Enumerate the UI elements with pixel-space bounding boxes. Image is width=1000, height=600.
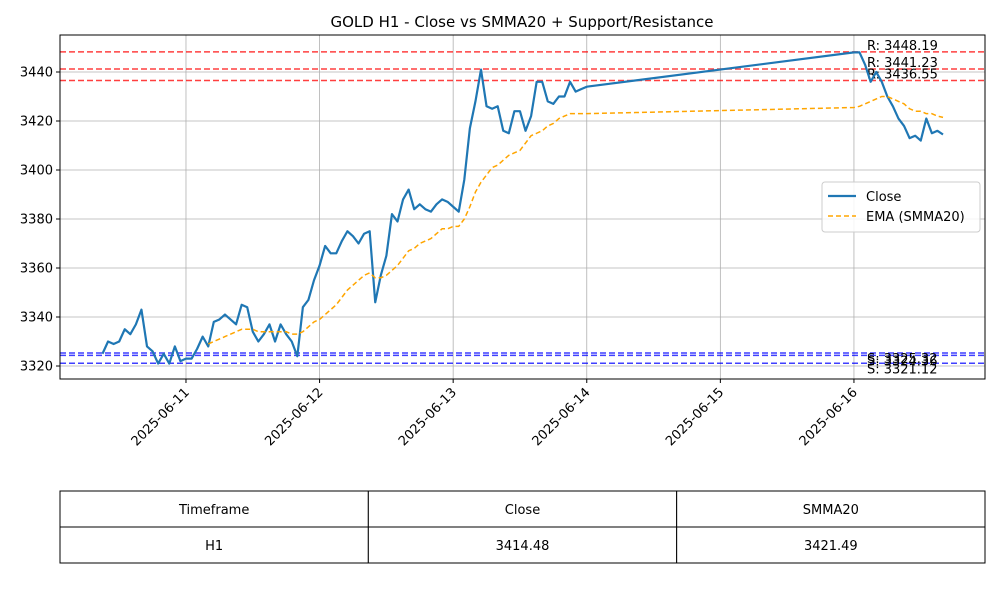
y-tick-label: 3340: [20, 311, 53, 326]
y-tick-label: 3380: [20, 213, 53, 228]
y-tick-label: 3360: [20, 262, 53, 277]
legend-label: EMA (SMMA20): [866, 210, 965, 225]
table-cell-text: 3414.48: [496, 539, 550, 554]
level-label: R: 3448.19: [867, 39, 938, 54]
table-header-cell: [59, 490, 369, 528]
table-header-text: Timeframe: [178, 503, 249, 518]
y-tick-label: 3400: [20, 164, 53, 179]
level-label: R: 3436.55: [867, 67, 938, 82]
level-label: S: 3321.12: [867, 362, 938, 377]
table-cell: [367, 526, 678, 564]
level-label: S: 3324.36: [867, 354, 938, 369]
level-label: R: 3441.23: [867, 56, 938, 71]
y-tick-label: 3420: [20, 115, 53, 130]
table-cell: [676, 526, 986, 564]
table-header-text: Close: [505, 503, 540, 518]
table-header-cell: [367, 490, 678, 528]
table-cell-text: H1: [205, 539, 223, 554]
legend-label: Close: [866, 190, 901, 205]
table-header-cell: [676, 490, 986, 528]
legend-box: [821, 181, 981, 233]
table-cell-text: 3421.49: [804, 539, 858, 554]
y-tick-label: 3320: [20, 360, 53, 375]
chart-title: GOLD H1 - Close vs SMMA20 + Support/Resi…: [330, 13, 713, 31]
series-line: [101, 51, 944, 365]
y-tick-label: 3440: [20, 65, 53, 80]
level-label: S: 3325.32: [867, 352, 938, 367]
plot-frame: [59, 34, 986, 380]
series-line: [207, 95, 944, 345]
table-header-text: SMMA20: [803, 503, 859, 518]
